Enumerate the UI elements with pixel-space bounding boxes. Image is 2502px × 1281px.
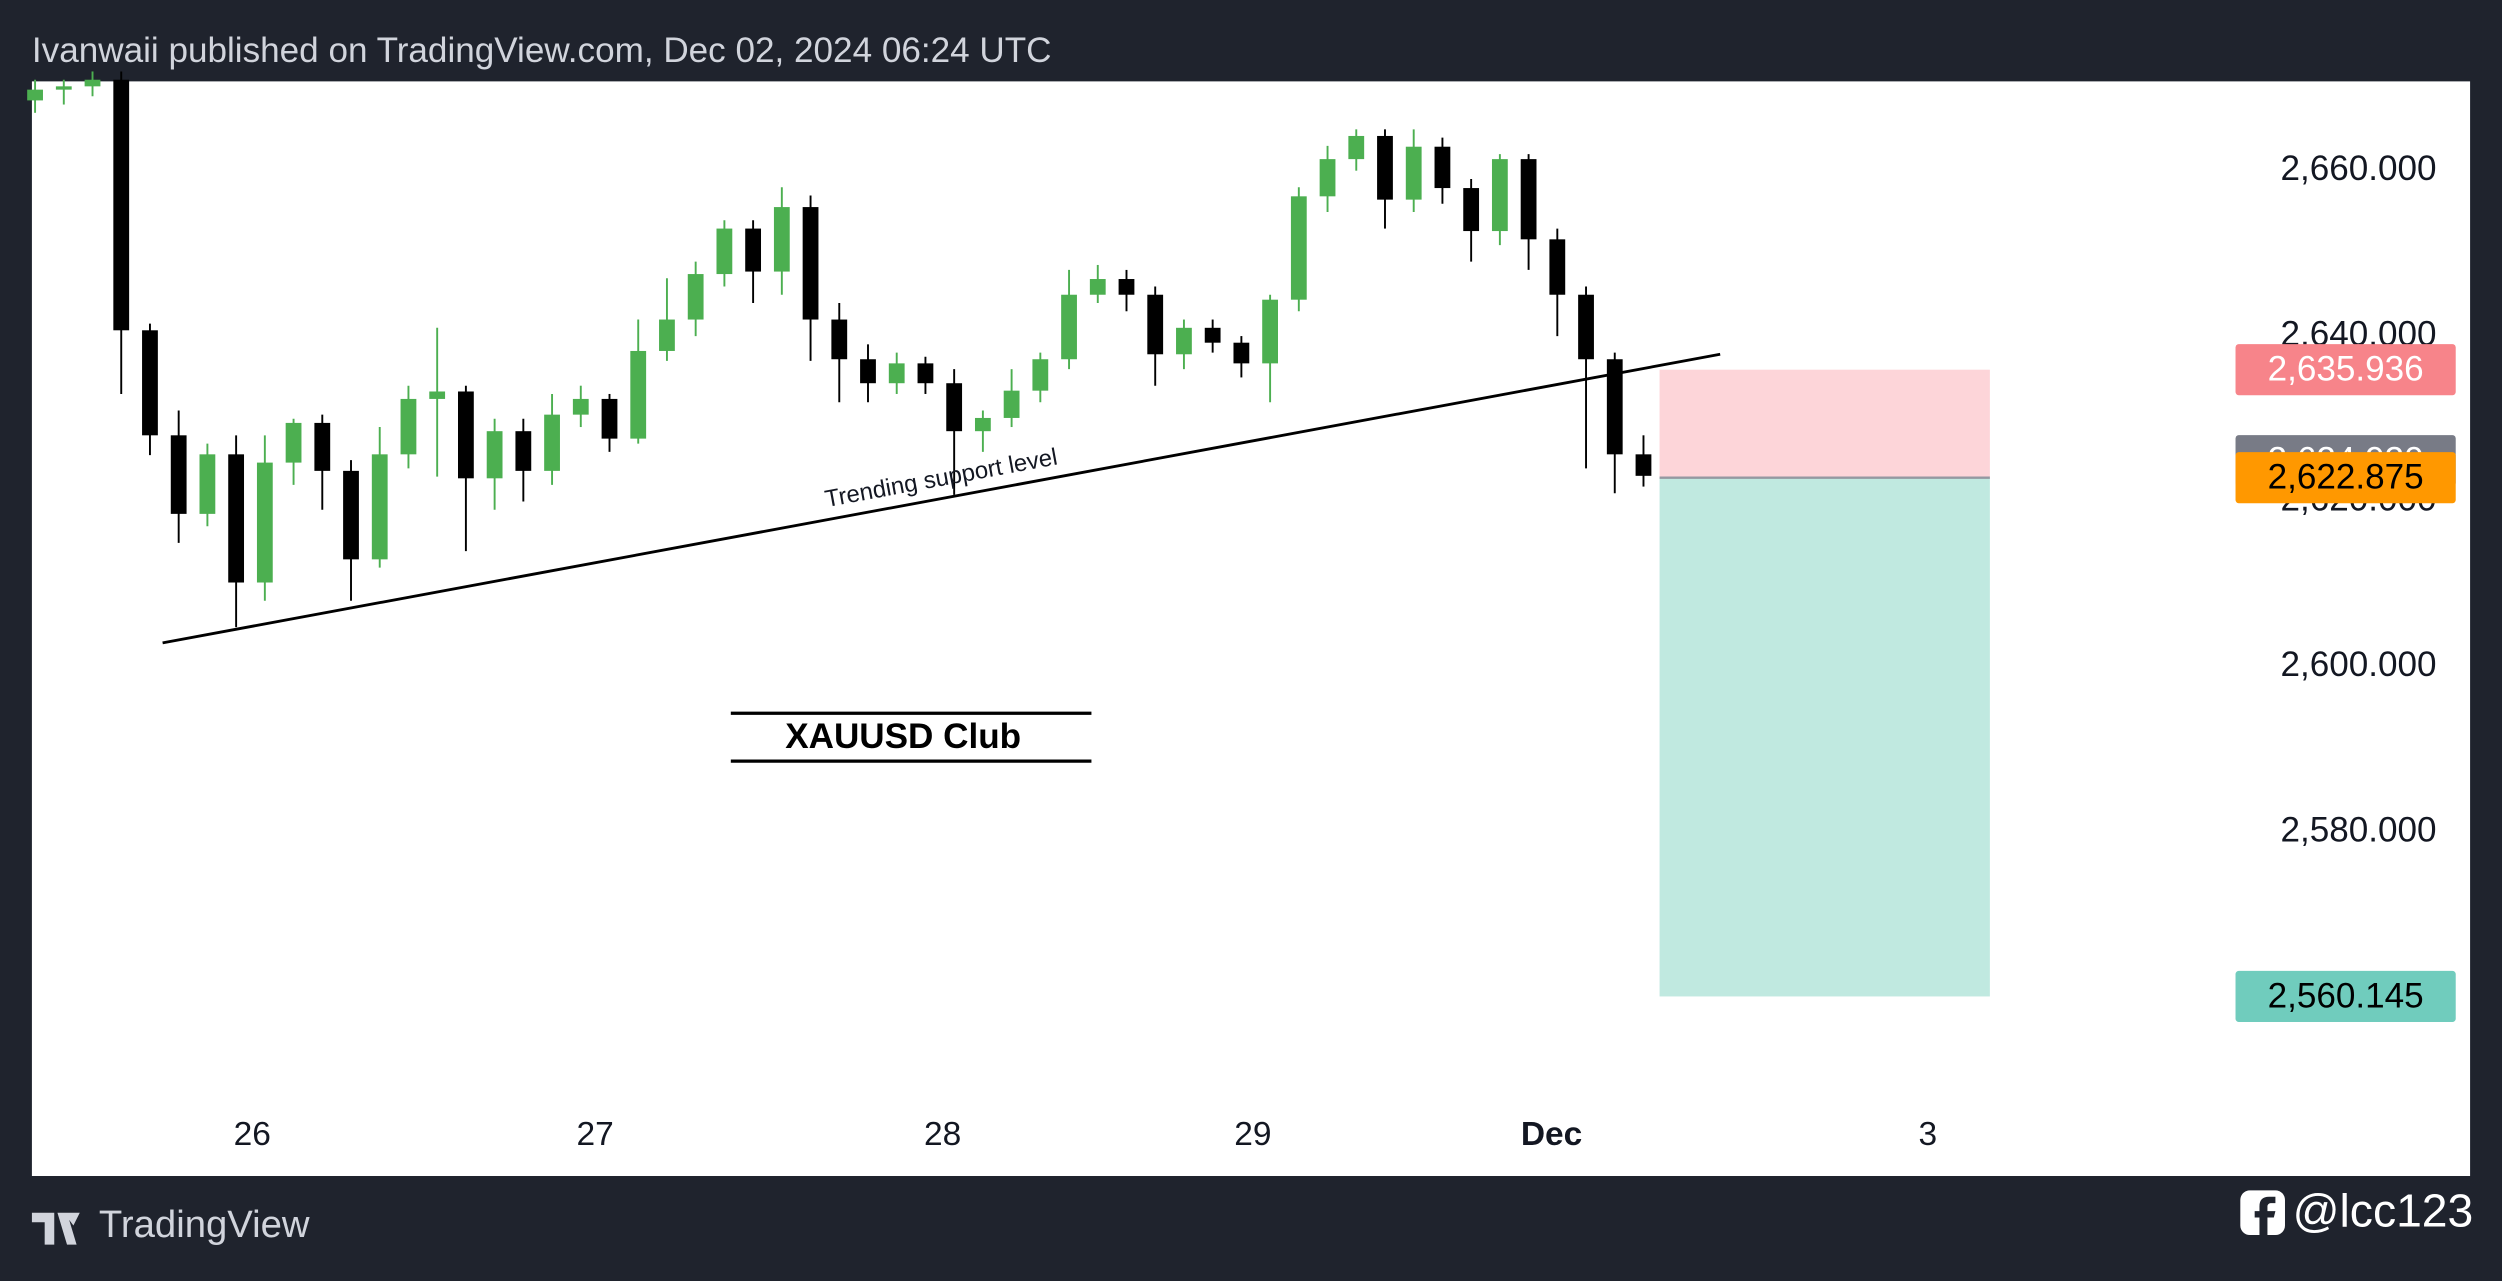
candle-body — [917, 363, 934, 384]
candle-body — [1118, 279, 1135, 295]
trendline — [162, 352, 1721, 645]
header-text: Ivanwaii published on TradingView.com, D… — [32, 31, 1052, 70]
candle-body — [773, 207, 790, 272]
candle-body — [1377, 135, 1393, 200]
candle-body — [1176, 327, 1192, 355]
footer-brand: TradingView — [99, 1203, 310, 1246]
text-box: XAUUSD Club — [785, 717, 1021, 756]
candle-body — [486, 431, 503, 479]
candle-body — [974, 417, 991, 432]
price-badge — [2235, 452, 2456, 504]
candle-body — [860, 359, 876, 384]
candle-body — [1204, 327, 1221, 343]
candle-body — [285, 422, 302, 463]
candle-body — [1635, 454, 1652, 476]
price-badge — [2235, 344, 2456, 396]
candle-body — [1405, 146, 1422, 200]
candle-body — [687, 274, 704, 320]
logo-icon — [31, 1212, 80, 1245]
x-tick-label: 26 — [234, 1116, 271, 1153]
x-tick-label: 27 — [577, 1116, 614, 1153]
candle-body — [113, 79, 130, 331]
candle-body — [1032, 359, 1049, 391]
candle-body — [314, 422, 331, 471]
stop-zone — [1659, 369, 1990, 478]
candle-body — [199, 454, 216, 514]
candle-body — [1262, 299, 1278, 364]
candle-body — [716, 228, 733, 275]
plot: 2,580.0002,600.0002,620.0002,640.0002,66… — [27, 71, 2456, 1153]
candle-body — [572, 398, 589, 415]
footer-user: @lcc123 — [2293, 1185, 2474, 1237]
y-tick-label: 2,600.000 — [2280, 645, 2436, 684]
candle-body — [1290, 196, 1307, 300]
candle-body — [1578, 294, 1594, 360]
candle-body — [1089, 279, 1106, 295]
candle-body — [1549, 239, 1566, 295]
x-tick-label: Dec — [1521, 1116, 1582, 1153]
candle-body — [1233, 342, 1250, 364]
price-badge-label: 2,622.875 — [2268, 458, 2424, 497]
candle-body — [1003, 390, 1020, 418]
candle-body — [659, 319, 675, 351]
candle-body — [1147, 294, 1164, 355]
candle-body — [601, 398, 618, 439]
candle-body — [84, 79, 101, 87]
price-badge-label: 2,560.145 — [2268, 976, 2424, 1015]
candle-body — [946, 383, 963, 432]
x-tick-label: 28 — [924, 1116, 961, 1153]
candle-body — [515, 431, 532, 471]
candle-body — [544, 414, 560, 471]
candle-body — [55, 86, 72, 90]
target-zone — [1659, 477, 1990, 997]
candle-body — [429, 391, 446, 399]
candle-body — [1434, 146, 1451, 189]
price-badge — [2235, 970, 2456, 1022]
candle-body — [400, 398, 417, 455]
facebook-icon — [2240, 1190, 2285, 1236]
candle-body — [1061, 294, 1077, 360]
candle-body — [343, 470, 359, 560]
candle-body — [142, 330, 158, 436]
price-badge-label: 2,635.936 — [2268, 350, 2424, 389]
candle-body — [457, 391, 474, 479]
candle-body — [170, 435, 187, 514]
candle-body — [1463, 188, 1480, 232]
candle-body — [27, 89, 43, 101]
chart-pane — [31, 81, 2471, 1177]
x-tick-label: 3 — [1919, 1116, 1938, 1153]
footer-logo — [31, 1212, 80, 1245]
candle-body — [1319, 159, 1336, 197]
candle-body — [1520, 159, 1537, 240]
candle-body — [745, 228, 762, 272]
candle-body — [888, 363, 905, 384]
candle-body — [256, 462, 273, 583]
candle-body — [1348, 135, 1365, 160]
x-tick-label: 29 — [1234, 1116, 1271, 1153]
candle-body — [802, 207, 819, 320]
icon-glyph — [2254, 1196, 2276, 1236]
y-tick-label: 2,660.000 — [2280, 149, 2436, 188]
candle-body — [630, 350, 647, 439]
candle-body — [1491, 159, 1508, 232]
candle-body — [831, 319, 848, 360]
candle-body — [371, 454, 388, 560]
candle-body — [228, 454, 245, 583]
candle-body — [1606, 359, 1623, 455]
y-tick-label: 2,580.000 — [2280, 811, 2436, 850]
